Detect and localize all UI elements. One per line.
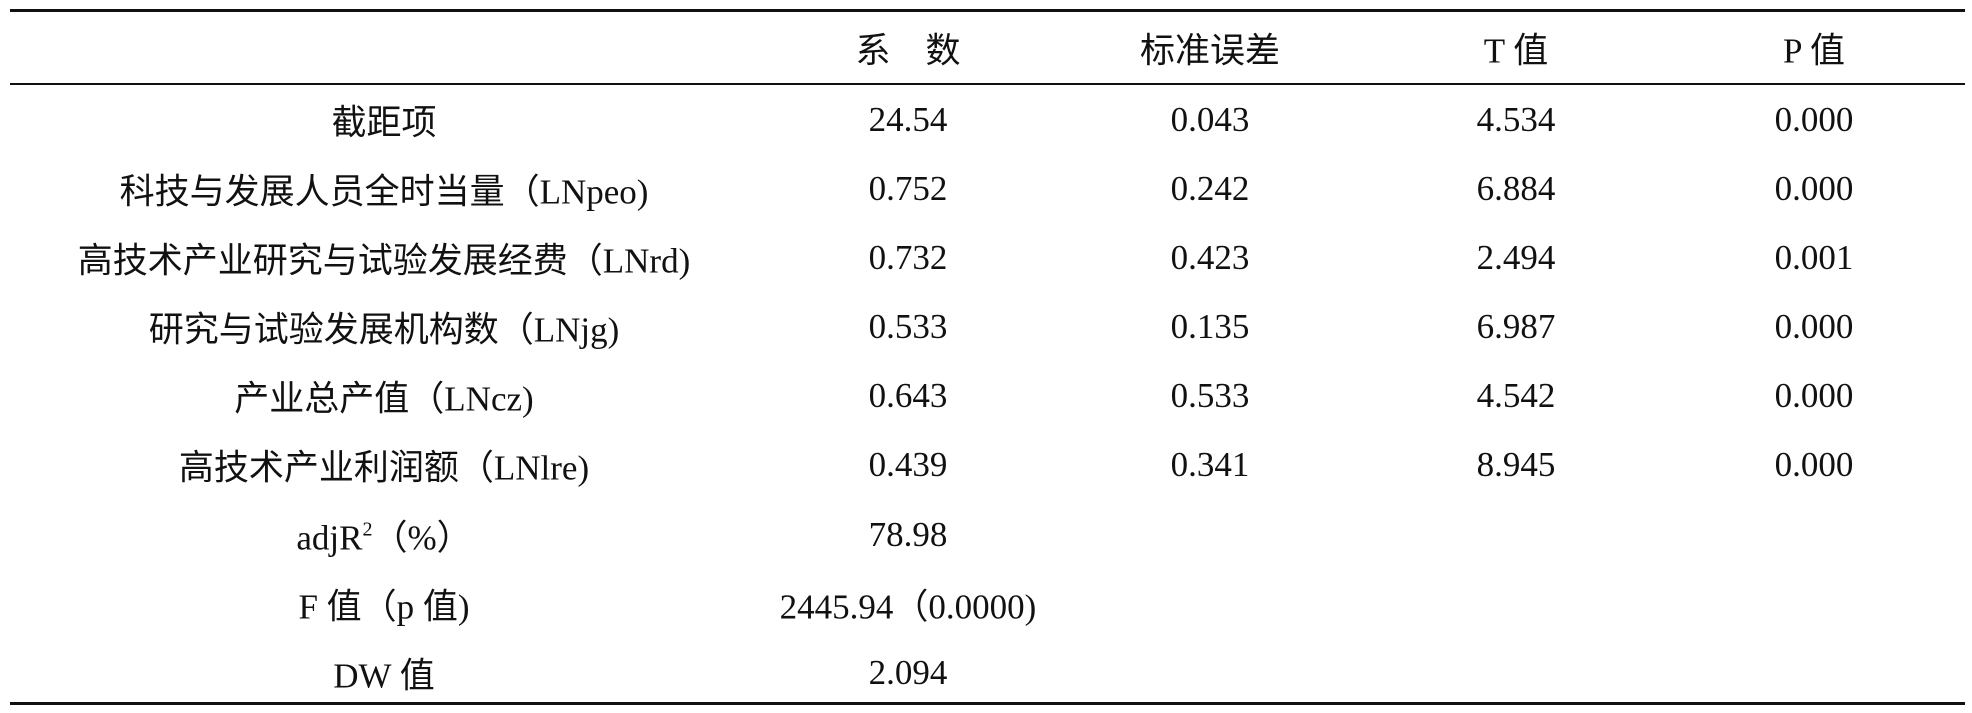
value-cell: 0.000: [1774, 169, 1854, 208]
value-cell: 8.945: [1476, 445, 1556, 484]
bottom-rule: [10, 702, 1965, 705]
value-cell: 2.494: [1476, 238, 1556, 277]
value-cell: 4.534: [1476, 100, 1556, 139]
row-label: 截距项: [331, 103, 437, 143]
value-cell: 0.423: [1170, 238, 1250, 277]
value-cell: 0.533: [1170, 376, 1250, 415]
header-cell: T 值: [1483, 31, 1549, 71]
label-superscript: 2: [362, 518, 373, 541]
value-cell: 0.732: [868, 238, 948, 277]
header-cell: 系 数: [855, 31, 961, 71]
header-rule: [10, 83, 1965, 85]
value-cell: 78.98: [868, 515, 948, 554]
value-cell: 0.000: [1774, 445, 1854, 484]
row-label: adjR2（%）: [296, 510, 471, 561]
value-cell: 0.000: [1774, 100, 1854, 139]
value-cell: 0.439: [868, 445, 948, 484]
value-cell: 4.542: [1476, 376, 1556, 415]
row-label: 研究与试验发展机构数（LNjg): [148, 310, 620, 350]
row-label: 高技术产业研究与试验发展经费（LNrd): [77, 241, 691, 281]
value-cell: 0.752: [868, 169, 948, 208]
label-suffix: （%）: [372, 518, 472, 558]
value-cell: 6.987: [1476, 307, 1556, 346]
value-cell: 0.135: [1170, 307, 1250, 346]
row-label: 科技与发展人员全时当量（LNpeo): [119, 172, 649, 212]
value-cell: 24.54: [868, 100, 948, 139]
value-cell: 0.000: [1774, 307, 1854, 346]
row-label: F 值（p 值): [298, 587, 470, 627]
row-label: DW 值: [333, 656, 435, 696]
value-cell: 0.000: [1774, 376, 1854, 415]
value-cell: 6.884: [1476, 169, 1556, 208]
value-cell: 0.341: [1170, 445, 1250, 484]
value-cell: 0.643: [868, 376, 948, 415]
value-cell: 2.094: [868, 653, 948, 692]
header-cell: 标准误差: [1139, 31, 1281, 71]
top-rule: [10, 9, 1965, 12]
value-cell: 0.001: [1774, 238, 1854, 277]
value-cell: 0.242: [1170, 169, 1250, 208]
value-cell: 0.533: [868, 307, 948, 346]
value-cell: 0.043: [1170, 100, 1250, 139]
value-cell: 2445.94（0.0000): [779, 587, 1037, 627]
header-cell: P 值: [1783, 31, 1845, 71]
row-label: 高技术产业利润额（LNlre): [178, 448, 590, 488]
label-text: adjR: [296, 518, 363, 558]
row-label: 产业总产值（LNcz): [234, 379, 534, 419]
